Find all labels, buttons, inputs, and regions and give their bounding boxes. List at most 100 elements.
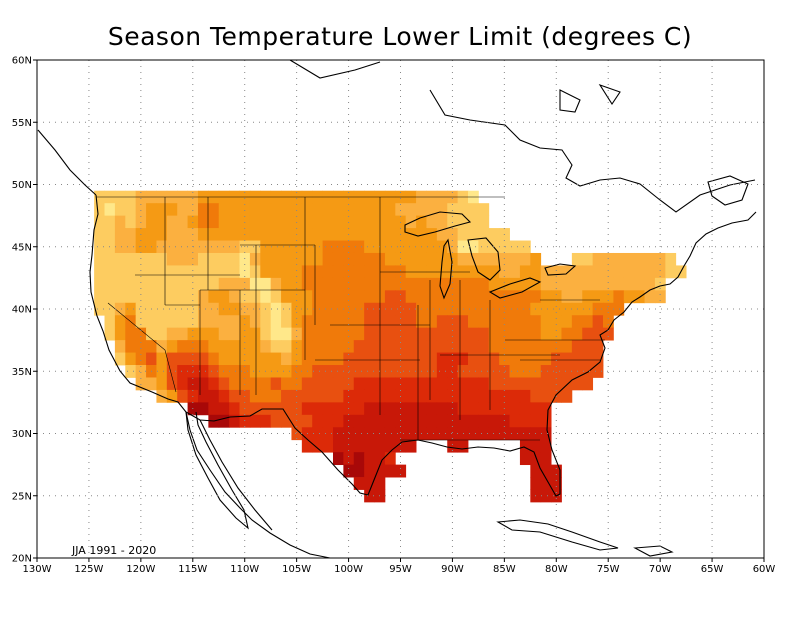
grid-cell <box>416 327 427 341</box>
grid-cell <box>436 414 448 428</box>
grid-cell <box>208 365 220 378</box>
grid-cell <box>582 290 594 304</box>
grid-cell <box>270 315 282 329</box>
grid-cell <box>270 340 282 353</box>
grid-cell <box>519 240 531 254</box>
grid-cell <box>488 365 500 378</box>
grid-cell <box>249 302 261 316</box>
grid-cell <box>270 302 282 316</box>
grid-cell <box>478 327 490 341</box>
grid-cell <box>114 302 126 316</box>
grid-cell <box>561 265 573 279</box>
grid-cell <box>301 252 313 266</box>
grid-cell <box>281 240 292 254</box>
grid-cell <box>291 365 303 378</box>
grid-cell <box>426 427 438 441</box>
grid-cell <box>519 315 531 329</box>
grid-cell <box>613 290 625 304</box>
grid-cell <box>468 240 479 254</box>
grid-cell <box>416 352 427 366</box>
grid-cell <box>571 352 583 366</box>
grid-cell <box>156 327 168 341</box>
grid-cell <box>384 327 396 341</box>
grid-cell <box>530 389 542 403</box>
longitude-label: 120W <box>126 564 155 575</box>
grid-cell <box>457 327 469 341</box>
grid-cell <box>260 265 272 279</box>
grid-cell <box>332 215 344 229</box>
grid-cell <box>197 277 209 291</box>
grid-cell <box>270 265 282 279</box>
grid-cell <box>332 252 344 266</box>
grid-cell <box>125 240 137 254</box>
grid-cell <box>197 340 209 353</box>
grid-cell <box>353 427 365 441</box>
grid-cell <box>332 427 344 441</box>
grid-cell <box>540 327 552 341</box>
grid-cell <box>281 377 292 391</box>
grid-cell <box>384 240 396 254</box>
grid-cell <box>249 215 261 229</box>
longitude-label: 80W <box>545 564 568 575</box>
grid-cell <box>94 302 105 316</box>
grid-cell <box>384 315 396 329</box>
grid-cell <box>519 365 531 378</box>
grid-cell <box>519 402 531 416</box>
grid-cell <box>135 265 147 279</box>
grid-cell <box>530 477 542 490</box>
grid-cell <box>332 452 344 466</box>
grid-cell <box>478 377 490 391</box>
grid-cell <box>177 240 188 254</box>
grid-cell <box>509 340 521 353</box>
grid-cell <box>312 402 324 416</box>
grid-cell <box>197 265 209 279</box>
grid-cell <box>353 464 365 478</box>
grid-cell <box>177 315 188 329</box>
grid-cell <box>229 414 240 428</box>
grid-cell <box>654 265 666 279</box>
grid-cell <box>281 215 292 229</box>
grid-cell <box>457 215 469 229</box>
grid-cell <box>468 340 479 353</box>
latitude-label: 60N <box>12 56 32 67</box>
grid-cell <box>281 402 292 416</box>
north-america-coastline <box>89 194 757 559</box>
grid-cell <box>571 340 583 353</box>
grid-cell <box>343 452 355 466</box>
grid-cell <box>166 240 178 254</box>
grid-cell <box>270 389 282 403</box>
grid-cell <box>187 365 199 378</box>
latitude-label: 55N <box>12 118 32 129</box>
grid-cell <box>468 402 479 416</box>
grid-cell <box>561 290 573 304</box>
grid-cell <box>94 277 105 291</box>
grid-cell <box>218 377 230 391</box>
grid-cell <box>197 315 209 329</box>
grid-cell <box>281 265 292 279</box>
grid-cell <box>571 377 583 391</box>
grid-cell <box>488 389 500 403</box>
grid-cell <box>603 277 614 291</box>
grid-cell <box>135 203 147 217</box>
grid-cell <box>146 252 157 266</box>
grid-cell <box>343 277 355 291</box>
grid-cell <box>197 352 209 366</box>
grid-cell <box>332 414 344 428</box>
grid-cell <box>332 228 344 241</box>
grid-cell <box>353 377 365 391</box>
grid-cell <box>405 203 417 217</box>
grid-cell <box>301 315 313 329</box>
grid-cell <box>530 402 542 416</box>
axis-ticks <box>33 59 765 562</box>
grid-cell <box>332 389 344 403</box>
grid-cell <box>260 414 272 428</box>
grid-cell <box>312 228 324 241</box>
grid-cell <box>322 277 334 291</box>
grid-cell <box>208 302 220 316</box>
grid-cell <box>530 315 542 329</box>
grid-cell <box>125 352 137 366</box>
grid-cell <box>395 302 407 316</box>
grid-cell <box>571 265 583 279</box>
grid-cell <box>312 389 324 403</box>
